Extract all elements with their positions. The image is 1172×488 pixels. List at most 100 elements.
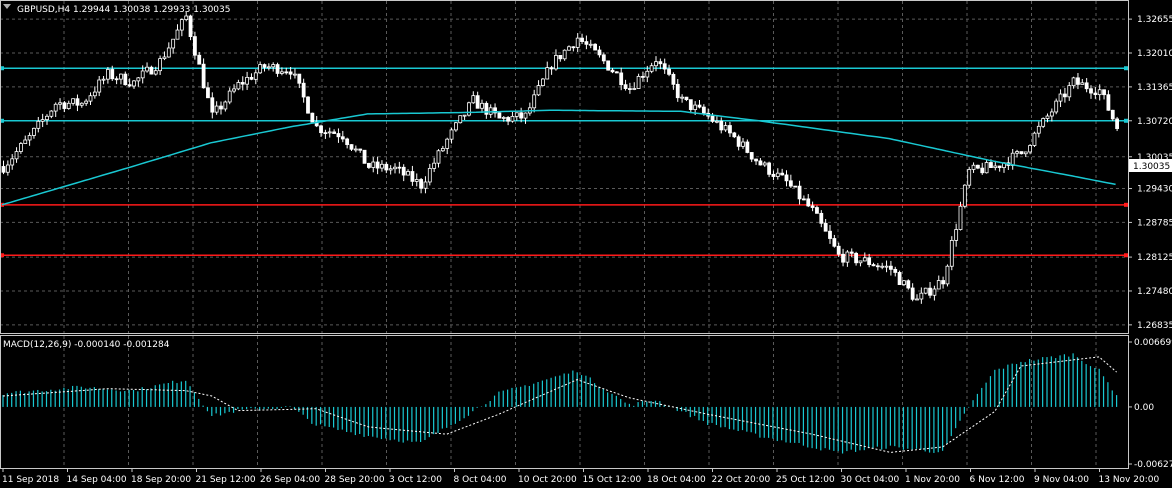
candle-body [597,49,602,56]
candle-body [628,88,632,90]
candle-body [771,173,776,177]
candle-body [101,78,106,81]
candle-body [266,66,271,69]
candle-body [123,73,128,86]
candle-body [532,94,537,109]
candle-body [945,265,950,285]
candle-body [40,119,45,122]
candle-body [949,239,954,267]
candle-body [506,117,511,122]
candle-body [201,63,206,89]
candle-body [23,139,28,144]
candle-body [862,257,867,262]
symbol-header: GBPUSD,H4 1.29944 1.30038 1.29933 1.3003… [17,5,230,15]
level-handle-right [1124,66,1128,71]
price-axis: 1.32655 1.32010 1.31365 1.30720 1.30035 1.294… [1128,15,1172,331]
candle-body [797,185,802,200]
candle-body [1089,88,1093,94]
candle-body [619,72,624,86]
price-tick-label: 1.28125 [1137,253,1172,263]
candle-body [484,102,489,115]
candle-body [214,105,219,113]
time-tick-label: 8 Oct 04:00 [454,475,507,485]
candle-body [571,46,576,49]
candle-body [293,73,297,76]
candle-body [1054,100,1059,113]
candle-body [45,115,49,121]
candle-body [514,112,519,117]
candle-body [88,95,93,102]
candle-body [327,131,332,134]
candle-body [432,162,437,169]
candle-body [788,180,793,187]
candle-body [902,280,906,285]
level-handle-left [0,66,4,71]
candle-body [736,136,741,147]
time-tick-label: 28 Sep 20:00 [325,475,385,485]
candle-body [1041,118,1046,127]
candle-body [306,96,310,114]
candle-body [958,205,963,230]
time-axis: 11 Sep 2018 14 Sep 04:00 18 Sep 20:00 21 Se… [2,468,1159,485]
candle-body [580,37,584,42]
candle-body [480,102,484,109]
candle-body [723,125,728,131]
candle-body [889,265,893,270]
time-tick-label: 9 Nov 04:00 [1034,475,1089,485]
candle-body [567,46,571,51]
candle-body [828,230,832,239]
candle-body [453,122,458,131]
candle-body [319,125,323,134]
candle-body [728,125,732,134]
candle-body [989,162,993,168]
candle-body [410,171,415,182]
candle-body [467,102,471,116]
candle-body [806,198,811,207]
time-tick-label: 3 Oct 12:00 [389,475,442,485]
candle-body [353,148,358,151]
main-grid [0,1,1128,333]
level-handle-right [1124,202,1128,207]
candle-body [192,36,197,56]
candle-body [253,72,258,80]
candle-body [197,54,202,65]
price-tick-label: 1.32655 [1137,15,1172,25]
candle-body [279,71,284,74]
candle-body [623,84,628,89]
price-tick-label: 1.30035 [1137,153,1172,163]
candle-body [884,265,889,268]
candle-body [836,245,841,255]
macd-header: MACD(12,26,9) -0.000140 -0.001284 [3,340,170,350]
candle-body [584,41,589,45]
candle-body [84,100,89,104]
candle-body [475,95,480,109]
candle-body [436,150,441,164]
time-tick-label: 25 Oct 12:00 [776,475,835,485]
candle-body [758,160,763,166]
candle-body [815,207,819,214]
candle-body [1084,82,1089,90]
candle-body [397,166,402,169]
candle-body [232,88,236,92]
candle-body [445,138,450,149]
macd-tick-label: 0.006699 [1134,338,1172,348]
candles [1,11,1119,304]
candle-body [941,280,945,285]
candle-body [693,104,698,110]
candle-body [345,138,350,145]
candle-body [427,168,432,183]
macd-pane-frame [0,335,1129,469]
candle-body [97,79,102,93]
time-tick-label: 18 Oct 04:00 [647,475,706,485]
time-tick-label: 22 Oct 20:00 [712,475,771,485]
candle-body [932,288,937,296]
price-tick-label: 1.30720 [1137,117,1172,127]
candle-body [519,112,524,119]
candle-body [110,69,115,80]
candle-body [645,70,650,78]
candle-body [10,158,15,166]
candle-body [149,66,154,75]
candle-body [53,103,58,112]
candle-body [114,78,119,81]
candle-body [984,162,989,174]
